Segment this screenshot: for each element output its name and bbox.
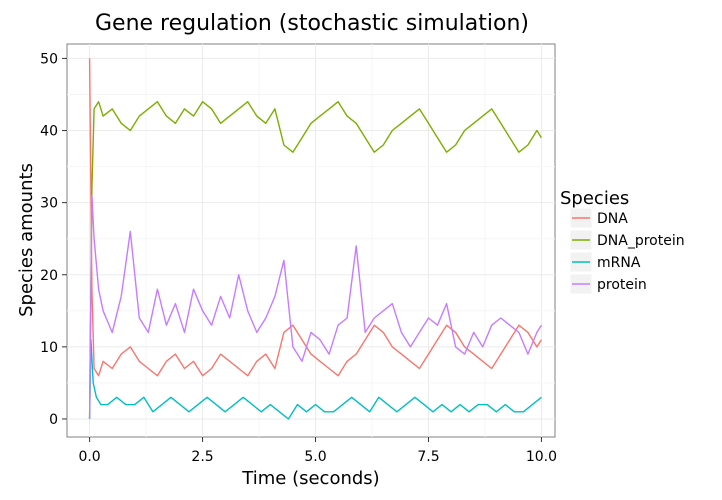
x-tick-label: 2.5 xyxy=(191,449,213,465)
x-tick-label: 7.5 xyxy=(417,449,439,465)
x-tick-label: 5.0 xyxy=(304,449,326,465)
series-line-protein xyxy=(88,194,542,420)
y-tick-label: 10 xyxy=(40,340,58,356)
series-line-dna-protein xyxy=(88,101,542,420)
y-tick-label: 0 xyxy=(49,412,58,428)
y-tick-label: 20 xyxy=(40,268,58,284)
y-axis-title: Species amounts xyxy=(16,163,37,317)
chart-title: Gene regulation (stochastic simulation) xyxy=(95,11,529,36)
legend: Species DNA DNA_protein mRNA protein xyxy=(560,188,685,295)
plot-panel xyxy=(66,43,556,438)
series-group xyxy=(88,58,542,420)
x-tick-label: 10.0 xyxy=(526,449,557,465)
legend-title: Species xyxy=(560,188,629,209)
legend-label: DNA xyxy=(597,211,628,227)
x-axis-title: Time (seconds) xyxy=(241,468,379,489)
grid xyxy=(67,44,555,437)
legend-label: DNA_protein xyxy=(597,233,685,249)
y-axis-ticks: 0 10 20 30 40 50 xyxy=(40,51,67,428)
x-axis-ticks: 0.0 2.5 5.0 7.5 10.0 xyxy=(78,437,557,465)
legend-label: protein xyxy=(597,277,647,293)
legend-label: mRNA xyxy=(597,255,641,271)
y-tick-label: 50 xyxy=(40,51,58,67)
x-tick-label: 0.0 xyxy=(78,449,100,465)
y-tick-label: 40 xyxy=(40,124,58,140)
y-tick-label: 30 xyxy=(40,196,58,212)
series-line-mrna xyxy=(88,339,542,420)
